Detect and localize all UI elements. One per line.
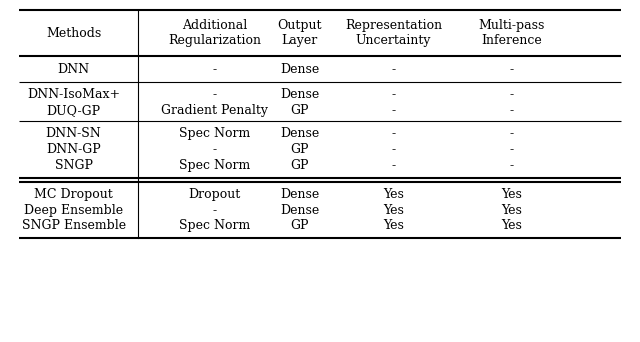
Text: -: - bbox=[392, 104, 396, 117]
Text: Dense: Dense bbox=[280, 127, 319, 140]
Text: Dense: Dense bbox=[280, 63, 319, 76]
Text: Spec Norm: Spec Norm bbox=[179, 159, 250, 172]
Text: Gradient Penalty: Gradient Penalty bbox=[161, 104, 268, 117]
Text: Yes: Yes bbox=[502, 188, 522, 201]
Text: Representation
Uncertainty: Representation Uncertainty bbox=[345, 19, 442, 47]
Text: SNGP Ensemble: SNGP Ensemble bbox=[22, 220, 125, 233]
Text: -: - bbox=[212, 143, 216, 156]
Text: Yes: Yes bbox=[383, 188, 404, 201]
Text: Dense: Dense bbox=[280, 88, 319, 101]
Text: GP: GP bbox=[291, 104, 308, 117]
Text: DNN-SN: DNN-SN bbox=[45, 127, 102, 140]
Text: -: - bbox=[510, 63, 514, 76]
Text: Yes: Yes bbox=[383, 203, 404, 217]
Text: Dense: Dense bbox=[280, 188, 319, 201]
Text: -: - bbox=[392, 143, 396, 156]
Text: -: - bbox=[212, 203, 216, 217]
Text: GP: GP bbox=[291, 143, 308, 156]
Text: -: - bbox=[510, 104, 514, 117]
Text: SNGP: SNGP bbox=[54, 159, 93, 172]
Text: Dense: Dense bbox=[280, 203, 319, 217]
Text: -: - bbox=[510, 143, 514, 156]
Text: -: - bbox=[212, 88, 216, 101]
Text: Multi-pass
Inference: Multi-pass Inference bbox=[479, 19, 545, 47]
Text: Additional
Regularization: Additional Regularization bbox=[168, 19, 261, 47]
Text: DNN-GP: DNN-GP bbox=[46, 143, 101, 156]
Text: -: - bbox=[392, 88, 396, 101]
Text: -: - bbox=[510, 159, 514, 172]
Text: -: - bbox=[392, 127, 396, 140]
Text: -: - bbox=[392, 63, 396, 76]
Text: Spec Norm: Spec Norm bbox=[179, 127, 250, 140]
Text: Yes: Yes bbox=[383, 220, 404, 233]
Text: -: - bbox=[510, 88, 514, 101]
Text: DNN: DNN bbox=[58, 63, 90, 76]
Text: Yes: Yes bbox=[502, 220, 522, 233]
Text: Output
Layer: Output Layer bbox=[277, 19, 322, 47]
Text: -: - bbox=[392, 159, 396, 172]
Text: Spec Norm: Spec Norm bbox=[179, 220, 250, 233]
Text: -: - bbox=[212, 63, 216, 76]
Text: -: - bbox=[510, 127, 514, 140]
Text: DNN-IsoMax+: DNN-IsoMax+ bbox=[27, 88, 120, 101]
Text: GP: GP bbox=[291, 159, 308, 172]
Text: MC Dropout: MC Dropout bbox=[34, 188, 113, 201]
Text: Methods: Methods bbox=[46, 27, 101, 40]
Text: Yes: Yes bbox=[502, 203, 522, 217]
Text: GP: GP bbox=[291, 220, 308, 233]
Text: Dropout: Dropout bbox=[188, 188, 241, 201]
Text: Deep Ensemble: Deep Ensemble bbox=[24, 203, 123, 217]
Text: DUQ-GP: DUQ-GP bbox=[47, 104, 100, 117]
